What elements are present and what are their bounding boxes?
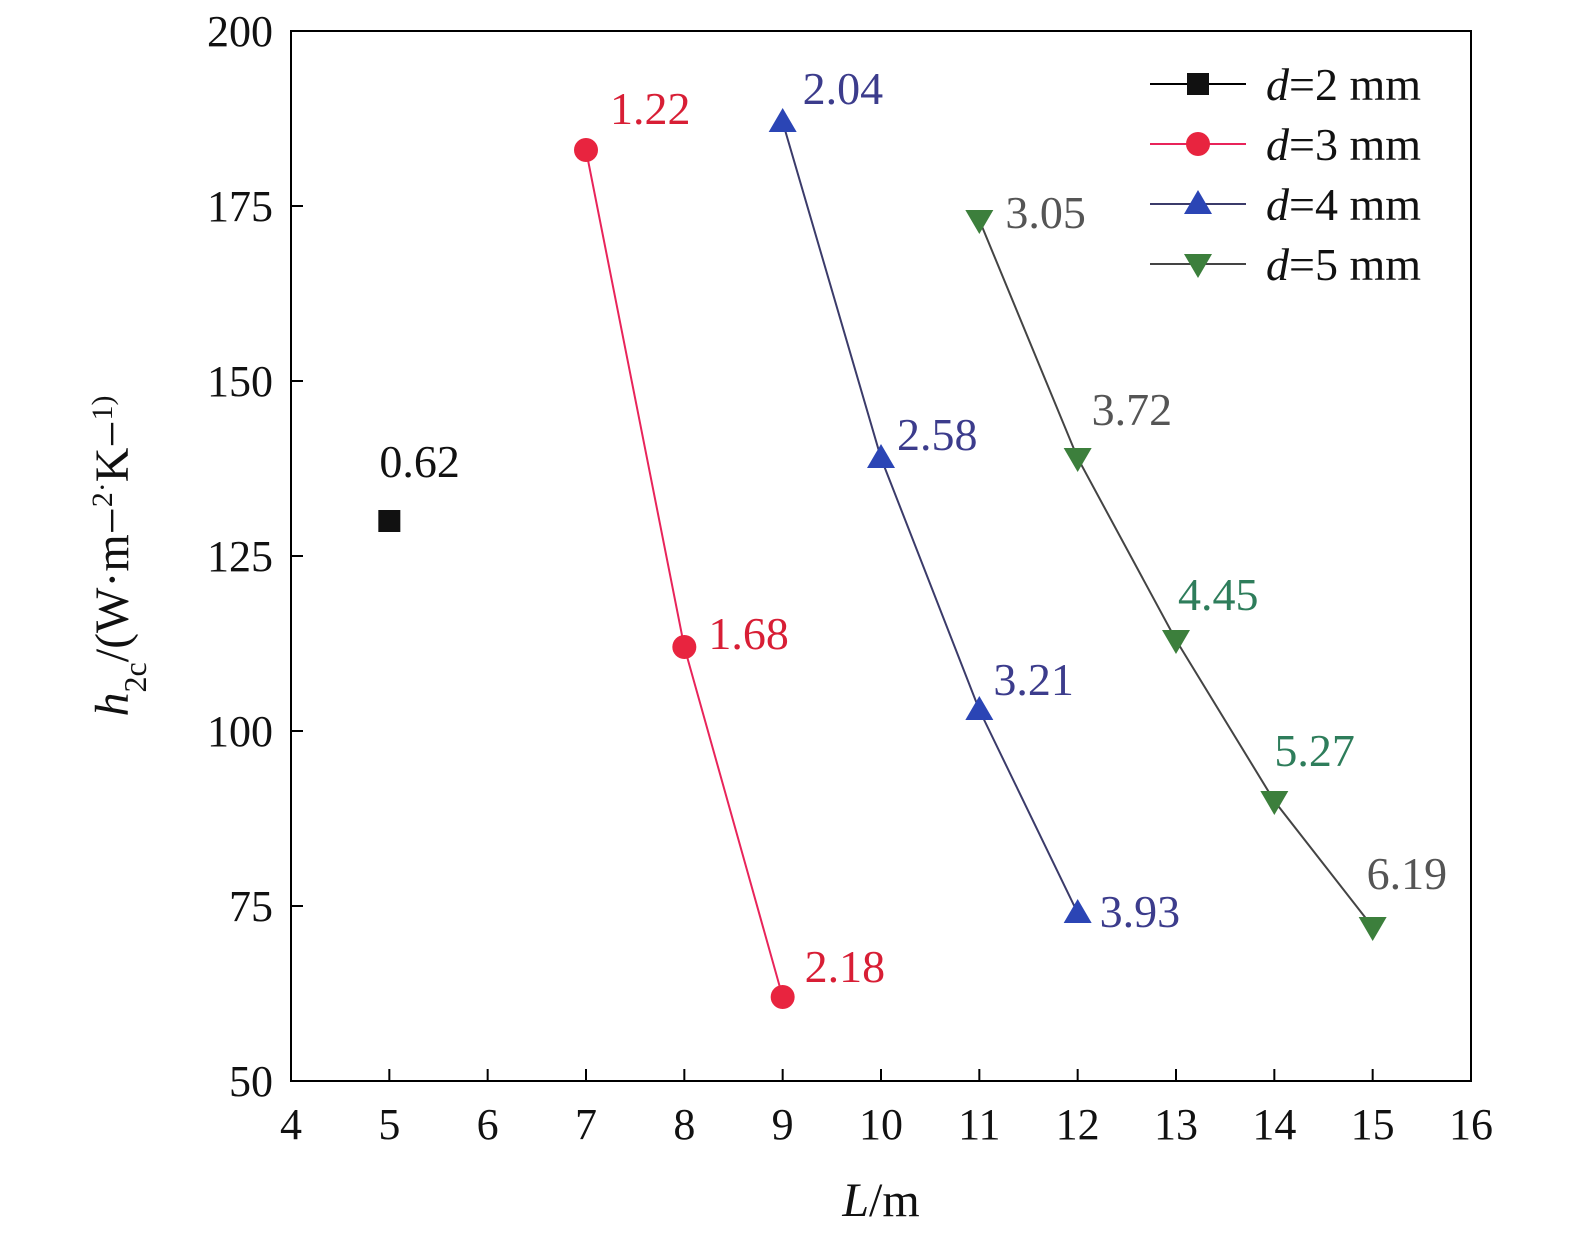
x-tick-label: 12 bbox=[1056, 1100, 1100, 1149]
series-d-5-mm bbox=[965, 210, 1387, 941]
data-point bbox=[1260, 791, 1289, 815]
data-point bbox=[672, 635, 697, 659]
data-label: 5.27 bbox=[1274, 725, 1355, 776]
data-point bbox=[1162, 630, 1190, 654]
data-label: 0.62 bbox=[379, 436, 460, 487]
data-label: 6.19 bbox=[1367, 848, 1448, 899]
data-label: 2.18 bbox=[805, 941, 886, 992]
legend-item: d=5 mm bbox=[1150, 239, 1421, 290]
legend-marker bbox=[1186, 132, 1210, 156]
x-tick-label: 14 bbox=[1252, 1100, 1296, 1149]
data-point bbox=[1063, 448, 1092, 472]
data-label: 2.58 bbox=[897, 409, 978, 460]
series-d-4-mm bbox=[768, 108, 1092, 923]
axes: 4 5 6 7 8 9 10 11 12 13 14 15 16 50 75 100 125 150 175 200 L… bbox=[86, 7, 1494, 1227]
x-tick-label: 10 bbox=[859, 1100, 903, 1149]
legend-item: d=4 mm bbox=[1150, 179, 1421, 230]
y-tick-label: 200 bbox=[207, 7, 273, 56]
data-point bbox=[770, 985, 795, 1009]
legend-label: d=3 mm bbox=[1266, 119, 1421, 170]
legend-item: d=2 mm bbox=[1150, 59, 1421, 110]
data-label: 1.22 bbox=[610, 83, 691, 134]
x-tick-label: 5 bbox=[378, 1100, 400, 1149]
series-layer bbox=[378, 108, 1387, 1009]
x-tick-label: 7 bbox=[575, 1100, 597, 1149]
data-point bbox=[1063, 899, 1092, 923]
legend-item: d=3 mm bbox=[1150, 119, 1421, 170]
x-tick-label: 13 bbox=[1154, 1100, 1198, 1149]
data-labels-layer: 0.62 1.22 1.68 2.18 2.04 2.58 3.21 3.93 3.05 3.72… bbox=[379, 63, 1447, 992]
legend-label: d=2 mm bbox=[1266, 59, 1421, 110]
data-point bbox=[1358, 917, 1387, 941]
data-point bbox=[574, 138, 598, 162]
x-tick-label: 11 bbox=[958, 1100, 1000, 1149]
y-tick-label: 150 bbox=[207, 357, 273, 406]
data-label: 1.68 bbox=[708, 608, 789, 659]
y-tick-label: 175 bbox=[207, 182, 273, 231]
series-d-2-mm bbox=[378, 510, 401, 532]
x-tick-label: 4 bbox=[280, 1100, 302, 1149]
series-line bbox=[585, 149, 784, 998]
legend-label: d=4 mm bbox=[1266, 179, 1421, 230]
data-point bbox=[965, 210, 994, 234]
x-axis-label: L/m bbox=[841, 1174, 919, 1227]
x-tick-label: 16 bbox=[1449, 1100, 1493, 1149]
data-point bbox=[965, 696, 994, 720]
data-point bbox=[768, 108, 797, 132]
series-line bbox=[978, 219, 1374, 928]
legend-marker bbox=[1184, 190, 1212, 214]
x-tick-label: 8 bbox=[673, 1100, 695, 1149]
data-label: 3.21 bbox=[993, 654, 1073, 705]
data-label: 3.05 bbox=[1005, 187, 1085, 238]
y-tick-label: 75 bbox=[229, 882, 273, 931]
legend: d=2 mm d=3 mm d=4 mm d=5 mm bbox=[1150, 59, 1421, 290]
data-point bbox=[867, 444, 895, 468]
x-tick-label: 6 bbox=[477, 1100, 499, 1149]
legend-marker bbox=[1187, 73, 1209, 95]
data-label: 2.04 bbox=[803, 63, 884, 114]
series-line bbox=[781, 121, 1079, 914]
data-label: 3.72 bbox=[1092, 384, 1173, 435]
data-point bbox=[378, 510, 401, 532]
x-tick-label: 9 bbox=[772, 1100, 794, 1149]
series-d-3-mm bbox=[574, 138, 795, 1009]
x-tick-label: 15 bbox=[1351, 1100, 1395, 1149]
y-tick-label: 50 bbox=[229, 1057, 273, 1106]
data-label: 4.45 bbox=[1178, 569, 1259, 620]
legend-marker bbox=[1184, 254, 1212, 278]
y-tick-label: 125 bbox=[207, 532, 273, 581]
data-label: 3.93 bbox=[1100, 886, 1181, 937]
y-tick-label: 100 bbox=[207, 707, 273, 756]
legend-label: d=5 mm bbox=[1266, 239, 1421, 290]
y-axis-label: h2c/(W·m−2·K−1) bbox=[86, 396, 154, 717]
